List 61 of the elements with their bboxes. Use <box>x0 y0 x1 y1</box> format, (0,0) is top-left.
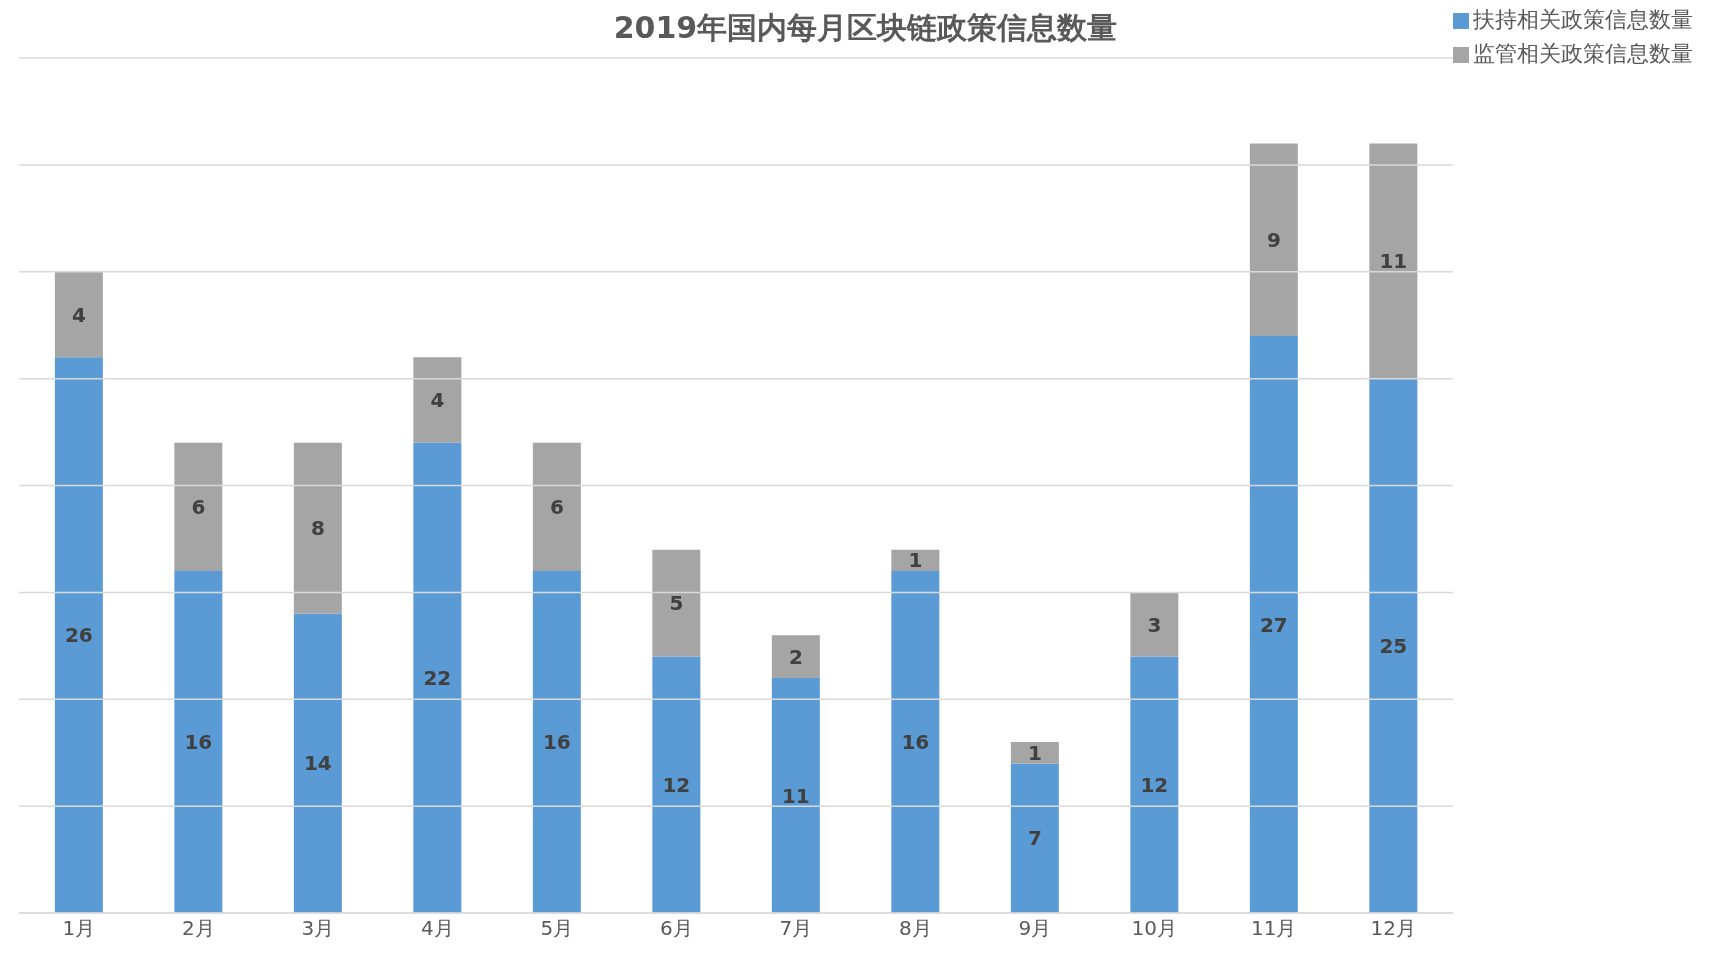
data-label: 26 <box>64 623 93 648</box>
data-label: 16 <box>542 730 571 755</box>
x-tick-label: 5月 <box>540 916 574 941</box>
x-tick-label: 2月 <box>181 916 215 941</box>
data-label: 1 <box>908 548 923 573</box>
chart-title: 2019年国内每月区块链政策信息数量 <box>613 10 1118 45</box>
x-tick-label: 7月 <box>779 916 813 941</box>
data-label: 11 <box>1379 249 1408 274</box>
bar <box>1369 143 1418 379</box>
bar <box>652 656 701 913</box>
x-tick-label: 8月 <box>898 916 932 941</box>
bar <box>174 442 223 571</box>
data-label: 3 <box>1147 612 1162 637</box>
x-tick-label: 11月 <box>1251 916 1297 941</box>
bar <box>413 442 462 913</box>
x-tick-label: 12月 <box>1370 916 1416 941</box>
bar <box>1130 656 1179 913</box>
data-label: 7 <box>1027 826 1042 851</box>
x-tick-label: 1月 <box>62 916 96 941</box>
x-tick-label: 3月 <box>301 916 335 941</box>
bar <box>1369 378 1418 913</box>
bar <box>293 442 342 614</box>
data-label: 27 <box>1259 612 1288 637</box>
data-label: 22 <box>423 665 452 690</box>
data-label: 16 <box>184 730 213 755</box>
bar <box>532 442 581 571</box>
bar <box>891 571 940 913</box>
data-label: 14 <box>303 751 332 776</box>
bar <box>1249 335 1298 913</box>
bar <box>1249 143 1298 336</box>
data-label: 6 <box>549 494 564 519</box>
data-label: 8 <box>310 516 325 541</box>
x-tick-label: 4月 <box>420 916 454 941</box>
data-label: 12 <box>1140 772 1169 797</box>
data-label: 16 <box>901 730 930 755</box>
data-label: 1 <box>1027 740 1042 765</box>
data-label: 25 <box>1379 633 1408 658</box>
x-tick-label: 6月 <box>659 916 693 941</box>
bar <box>1010 763 1059 913</box>
data-label: 9 <box>1266 227 1281 252</box>
bar <box>413 357 462 443</box>
bar <box>174 571 223 913</box>
data-label: 11 <box>781 783 810 808</box>
bar <box>293 613 342 913</box>
bar <box>652 549 701 657</box>
bar <box>771 677 820 913</box>
x-tick-label: 10月 <box>1131 916 1177 941</box>
bar <box>532 571 581 913</box>
data-label: 12 <box>662 772 691 797</box>
legend-label: 监管相关政策信息数量 <box>1473 41 1693 66</box>
bar <box>54 357 103 913</box>
bar <box>771 635 820 678</box>
x-tick-label: 9月 <box>1018 916 1052 941</box>
data-label: 6 <box>191 494 206 519</box>
legend-label: 扶持相关政策信息数量 <box>1473 7 1693 32</box>
data-label: 4 <box>71 302 86 327</box>
data-label: 2 <box>788 644 803 669</box>
bar <box>1130 592 1179 657</box>
data-label: 4 <box>430 388 445 413</box>
bar <box>54 271 103 358</box>
data-label: 5 <box>669 591 684 616</box>
